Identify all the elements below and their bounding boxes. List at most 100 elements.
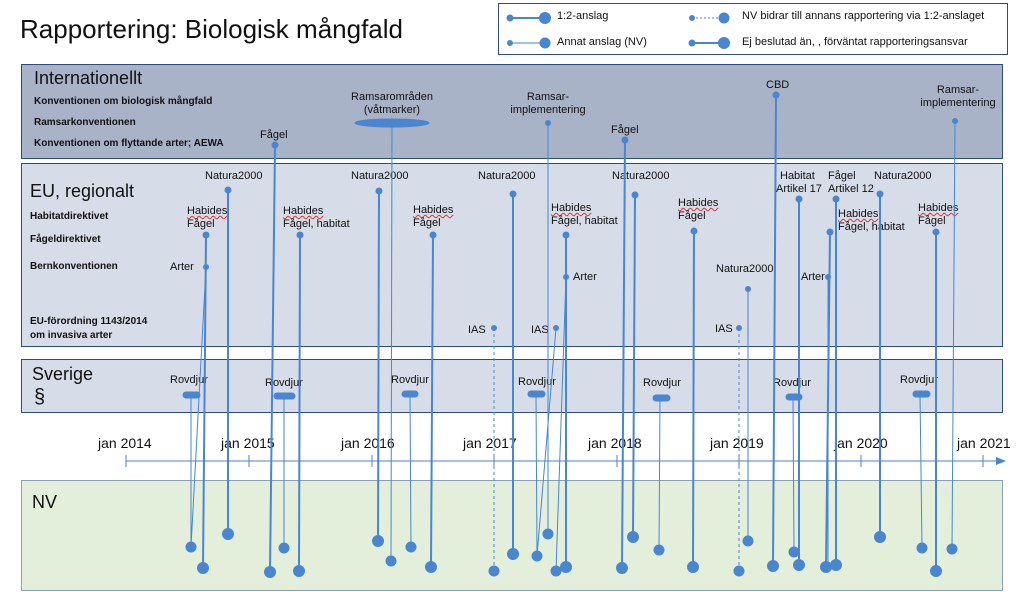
sub-fageldirektivet: Fågeldirektivet xyxy=(30,234,101,245)
event-ramsar-impl-2 xyxy=(946,118,958,555)
legend-dotted: NV bidrar till annans rapportering via 1… xyxy=(742,10,985,22)
label-fagel-eu-3: Fågel xyxy=(678,210,706,222)
label-ramsaromraden: Ramsarområden xyxy=(351,91,433,103)
legend-other: Annat anslag (NV) xyxy=(557,36,647,48)
legend-symbol-other xyxy=(507,37,551,49)
event-natura-2017 xyxy=(507,190,519,560)
label-arter-1: Arter xyxy=(170,261,194,273)
label-arter-3: Arter xyxy=(801,271,825,283)
event-ramsar-impl-1 xyxy=(542,120,554,540)
label-rovdjur-7: Rovdjur xyxy=(900,374,938,386)
event-rovdjur-2019 xyxy=(785,393,803,558)
label-habides-4: Habides xyxy=(551,202,592,214)
sub-ramsar: Ramsarkonventionen xyxy=(34,117,136,128)
label-artikel17: Artikel 17 xyxy=(776,183,822,195)
sub-bernkonventionen: Bernkonventionen xyxy=(30,261,118,272)
event-natura-2015 xyxy=(222,186,234,540)
label-ramsar-impl-2a: Ramsar- xyxy=(936,84,980,96)
event-arter-2017 xyxy=(550,274,569,577)
event-habides-2018 xyxy=(687,227,699,573)
label-fagel-habitat-2: Fågel, habitat xyxy=(551,215,618,227)
event-rovdjur-2018 xyxy=(652,394,671,556)
label-fagel-intl-2: Fågel xyxy=(611,124,639,136)
label-ramsar-impl-1a: Ramsar- xyxy=(526,91,570,103)
label-ramsar-impl-2b: implementering xyxy=(920,97,996,109)
label-natura-3: Natura2000 xyxy=(478,170,536,182)
event-fagel-2014 xyxy=(264,141,279,578)
event-ias-2019 xyxy=(733,325,745,577)
band-title-international: Internationellt xyxy=(34,68,143,88)
event-natura-2019 xyxy=(742,286,754,547)
label-ias-3: IAS xyxy=(715,323,733,335)
event-habides-2014 xyxy=(197,231,210,574)
legend-solid-12: 1:2-anslag xyxy=(557,10,609,22)
label-rovdjur-2: Rovdjur xyxy=(265,377,303,389)
label-ias-2: IAS xyxy=(531,324,549,336)
event-rovdjur-2016 xyxy=(401,390,419,553)
event-habides-2020 xyxy=(930,228,942,577)
legend-symbol-undecided xyxy=(688,37,730,49)
label-fagel-eu-5: Fågel xyxy=(918,215,946,227)
page-title: Rapportering: Biologisk mångfald xyxy=(20,14,403,44)
event-cbd xyxy=(767,91,780,572)
label-fagel-eu-4: Fågel xyxy=(828,170,856,182)
label-cbd: CBD xyxy=(766,79,790,91)
year-2019: jan 2019 xyxy=(710,435,764,451)
label-habides-5: Habides xyxy=(678,197,719,209)
label-habides-2: Habides xyxy=(283,205,324,217)
label-rovdjur-5: Rovdjur xyxy=(643,377,681,389)
label-habitat: Habitat xyxy=(780,170,815,182)
label-ramsar-impl-1b: implementering xyxy=(510,104,586,116)
legend-symbol-dotted xyxy=(689,12,730,24)
year-2015: jan 2015 xyxy=(221,435,275,451)
label-rovdjur-3: Rovdjur xyxy=(391,374,429,386)
label-habides-1: Habides xyxy=(187,205,228,217)
event-ias-2016 xyxy=(488,325,500,577)
label-vatmarker: (våtmarker) xyxy=(363,104,421,116)
event-rovdjur-2020 xyxy=(912,390,931,554)
label-artikel12: Artikel 12 xyxy=(828,183,874,195)
label-fagel-eu-1: Fågel xyxy=(187,218,215,230)
label-rovdjur-1: Rovdjur xyxy=(170,374,208,386)
label-natura-6: Natura2000 xyxy=(716,263,774,275)
event-rovdjur-2014 xyxy=(182,391,201,547)
event-artikel17 xyxy=(793,195,805,571)
band-title-nv: NV xyxy=(32,492,58,512)
event-artikel12 xyxy=(830,195,842,571)
label-natura-4: Natura2000 xyxy=(612,170,670,182)
label-rovdjur-4: Rovdjur xyxy=(518,376,556,388)
event-rovdjur-2015 xyxy=(273,392,296,554)
year-2021: jan 2021 xyxy=(957,435,1011,451)
label-ias-1: IAS xyxy=(468,324,486,336)
band-international: Internationellt Konventionen om biologis… xyxy=(21,64,1003,159)
legend: 1:2-anslag Annat anslag (NV) NV bidrar t… xyxy=(498,3,1008,55)
label-fagel-intl-1: Fågel xyxy=(260,129,288,141)
event-natura-2018 xyxy=(627,191,639,543)
sub-cbd: Konventionen om biologisk mångfald xyxy=(34,96,213,107)
label-habides-7: Habides xyxy=(918,202,959,214)
label-arter-2: Arter xyxy=(573,271,597,283)
event-arter-2019 xyxy=(825,274,831,567)
year-2017: jan 2017 xyxy=(463,435,517,451)
year-2016: jan 2016 xyxy=(341,435,395,451)
label-natura-2: Natura2000 xyxy=(351,170,409,182)
event-habides-2016 xyxy=(425,231,437,573)
label-rovdjur-6: Rovdjur xyxy=(773,377,811,389)
label-fagel-eu-2: Fågel xyxy=(413,217,441,229)
year-2018: jan 2018 xyxy=(588,435,642,451)
label-fagel-habitat-1: Fågel, habitat xyxy=(283,218,350,230)
band-title-sverige: Sverige xyxy=(32,364,94,384)
sub-eu-forordning: EU-förordning 1143/2014 xyxy=(30,316,148,327)
event-natura-2020 xyxy=(874,190,886,543)
label-habides-3: Habides xyxy=(413,204,454,216)
sub-habitatdirektivet: Habitatdirektivet xyxy=(30,211,109,222)
sub-aewa: Konventionen om flyttande arter; AEWA xyxy=(34,138,224,149)
event-natura-2016 xyxy=(372,187,384,547)
label-natura-5: Natura2000 xyxy=(874,170,932,182)
event-habides-2015 xyxy=(293,231,305,577)
event-ramsar-omr xyxy=(385,122,397,567)
event-rovdjur-2017 xyxy=(527,390,546,557)
event-fagel-2017 xyxy=(616,136,629,574)
band-title-eu: EU, regionalt xyxy=(30,181,135,201)
